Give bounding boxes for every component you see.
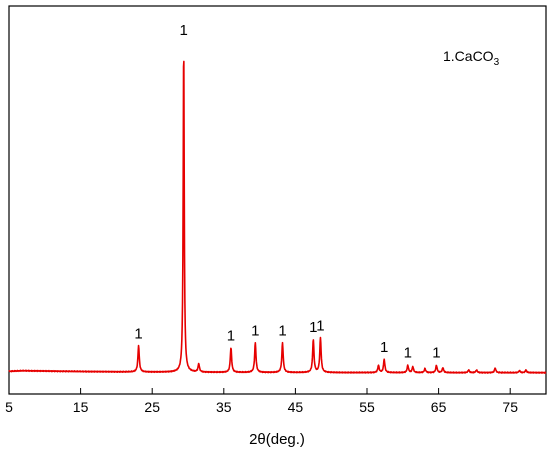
peak-label-0: 1 [134,326,142,343]
peak-label-13: 1 [432,345,440,362]
peak-label-10: 1 [404,345,412,362]
peak-labels: 111 1 1 111 1 1 [134,22,440,362]
x-tick-label-3: 35 [216,399,232,415]
legend: 1.CaCO3 [443,48,500,68]
plot-frame [8,5,547,395]
x-tick-label-5: 55 [359,399,375,415]
x-tick-label-7: 75 [502,399,518,415]
peak-label-3: 1 [227,327,235,344]
x-tick-label-1: 15 [73,399,89,415]
x-axis-title: 2θ(deg.) [249,431,305,448]
legend-subscript: 3 [494,57,500,68]
x-tick-label-4: 45 [288,399,304,415]
x-tick-label-0: 5 [5,399,13,415]
x-ticks [8,388,511,394]
peak-label-7: 1 [316,317,324,334]
x-tick-label-6: 65 [431,399,447,415]
peak-label-5: 1 [278,322,286,339]
xrd-pattern-line [8,60,547,374]
x-tick-label-2: 25 [144,399,160,415]
x-tick-labels: 5 15 25 35 45 55 65 75 [5,399,518,415]
legend-prefix: 1.CaCO [443,48,494,64]
peak-label-9: 1 [380,339,388,356]
peak-label-6: 1 [309,319,317,336]
peak-label-4: 1 [251,322,259,339]
peak-label-1: 1 [180,22,188,39]
